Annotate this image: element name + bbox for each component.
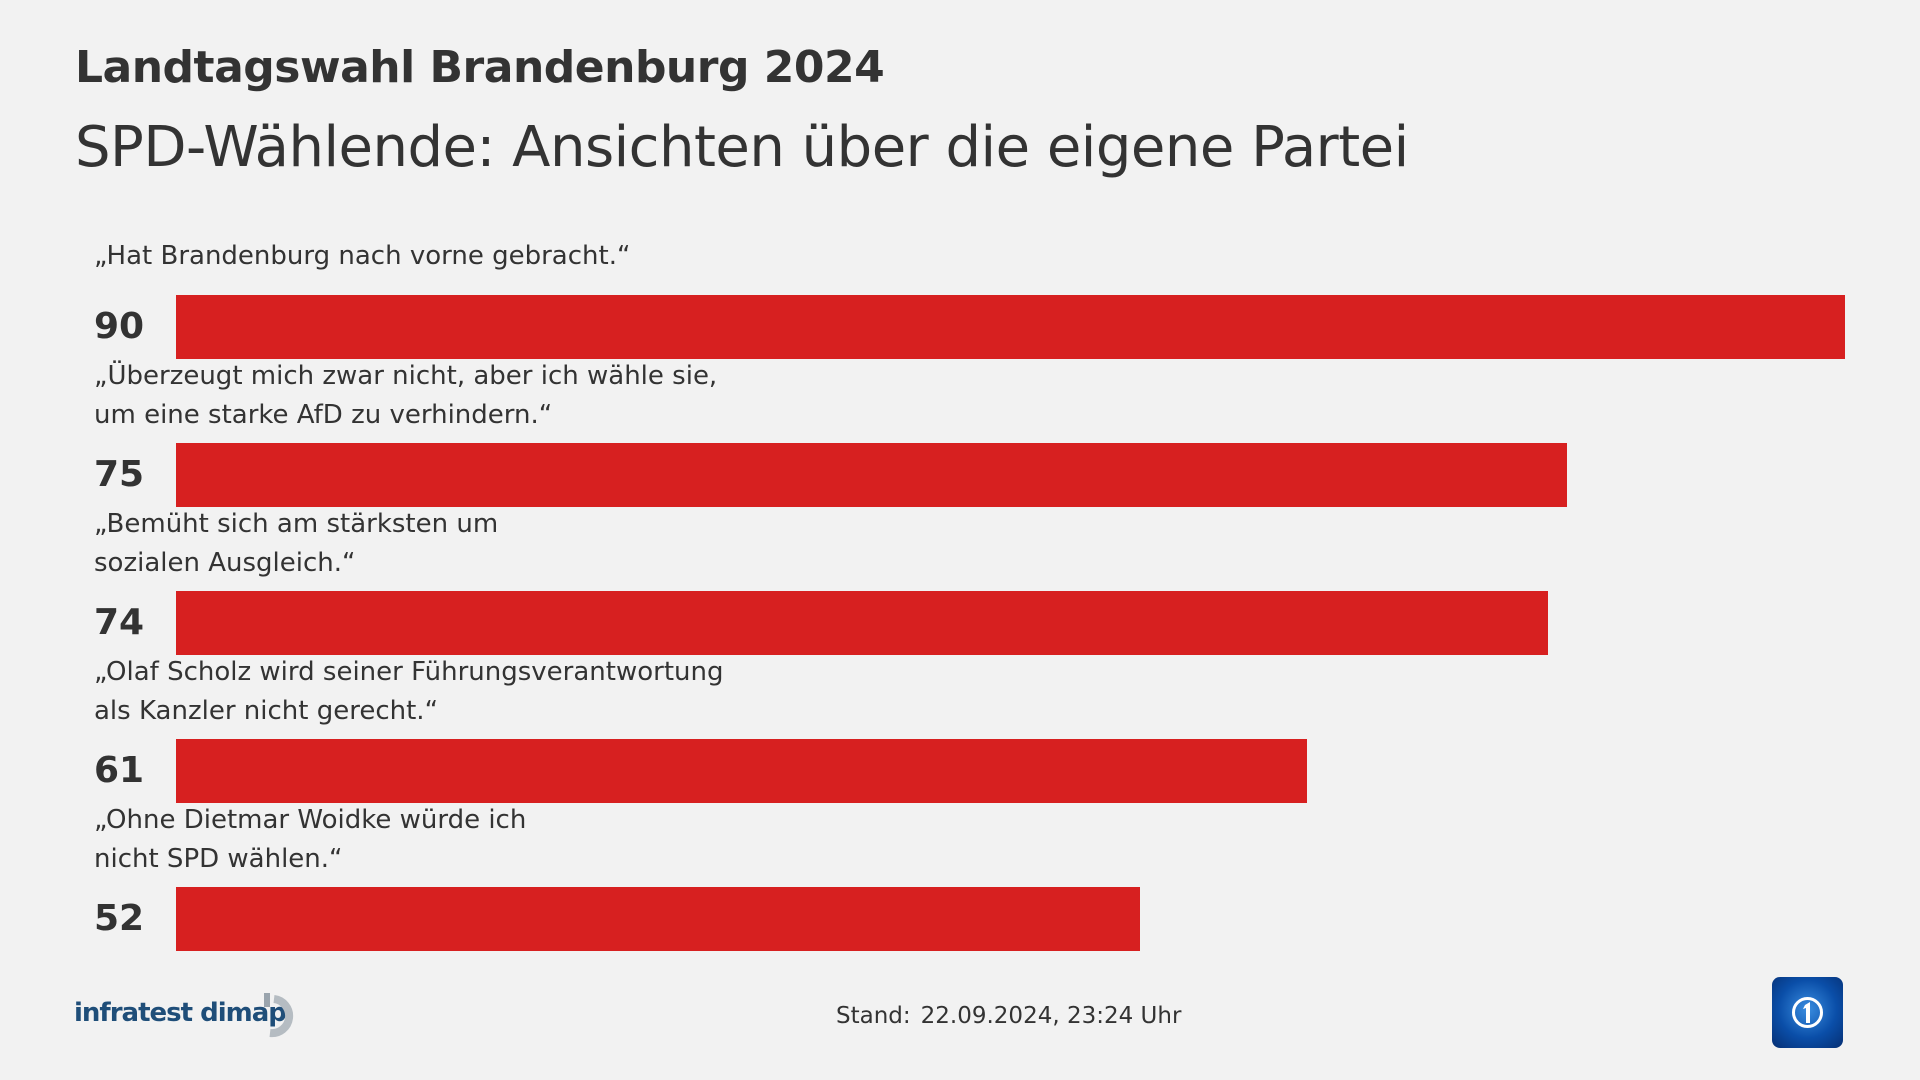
category-label: „Bemüht sich am stärksten um sozialen Au…: [94, 509, 499, 578]
bar: [176, 739, 1308, 803]
value-label: 61: [94, 750, 145, 791]
bar: [176, 295, 1845, 359]
category-label: „Olaf Scholz wird seiner Führungsverantw…: [94, 657, 724, 726]
value-label: 74: [94, 602, 145, 643]
value-label: 75: [94, 454, 145, 495]
timestamp: Stand: 22.09.2024, 23:24 Uhr: [836, 1003, 1191, 1029]
chart-title: Landtagswahl Brandenburg 2024: [75, 42, 885, 93]
stand-label: Stand:: [836, 1003, 911, 1029]
category-label: „Ohne Dietmar Woidke würde ich nicht SPD…: [94, 805, 527, 874]
bar: [176, 591, 1549, 655]
stand-value: 22.09.2024, 23:24 Uhr: [920, 1003, 1182, 1029]
bar: [176, 887, 1141, 951]
chart-subtitle: SPD-Wählende: Ansichten über die eigene …: [75, 115, 1409, 180]
value-label: 90: [94, 306, 145, 347]
category-label: „Überzeugt mich zwar nicht, aber ich wäh…: [94, 361, 718, 430]
infratest-dimap-logo-icon: [264, 993, 294, 1038]
ard-logo-icon: [1772, 977, 1843, 1048]
value-label: 52: [94, 898, 145, 939]
source-logo-text: infratest dimap: [74, 998, 287, 1028]
bar: [176, 443, 1567, 507]
category-label: „Hat Brandenburg nach vorne gebracht.“: [94, 241, 631, 271]
